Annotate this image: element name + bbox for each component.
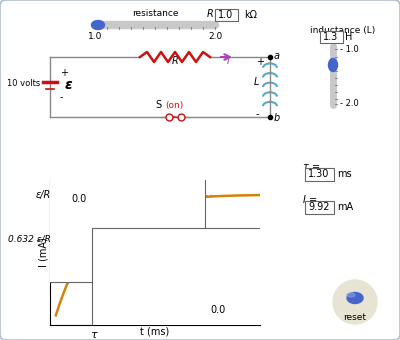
Text: mA: mA [337, 202, 353, 212]
Text: 2.0: 2.0 [208, 32, 222, 41]
Text: 1.0: 1.0 [218, 10, 234, 19]
Text: resistance: resistance [132, 10, 178, 18]
Text: reset: reset [344, 312, 366, 322]
Text: inductance (L): inductance (L) [310, 27, 376, 35]
Text: L: L [253, 77, 259, 87]
Text: +: + [60, 68, 68, 78]
Text: -: - [256, 109, 260, 119]
X-axis label: t (ms): t (ms) [140, 326, 170, 336]
FancyBboxPatch shape [304, 168, 334, 181]
FancyBboxPatch shape [320, 31, 342, 42]
Ellipse shape [328, 58, 338, 71]
Text: (on): (on) [165, 101, 183, 110]
Ellipse shape [347, 292, 363, 304]
Text: I: I [226, 56, 230, 66]
FancyBboxPatch shape [0, 116, 206, 282]
Text: 0.632 ε/R: 0.632 ε/R [8, 235, 50, 243]
Text: kΩ: kΩ [244, 10, 257, 19]
Text: +: + [256, 57, 264, 67]
Y-axis label: I (mA): I (mA) [39, 238, 49, 267]
Text: a: a [274, 51, 280, 61]
Text: 1.3: 1.3 [323, 32, 339, 41]
Text: τ =: τ = [303, 162, 320, 172]
Text: 10 volts: 10 volts [7, 80, 40, 88]
Text: - 1.0: - 1.0 [340, 45, 359, 53]
FancyBboxPatch shape [92, 228, 344, 340]
Text: S: S [156, 100, 165, 110]
Ellipse shape [347, 293, 355, 297]
Text: ms: ms [337, 169, 352, 179]
Text: 0.0: 0.0 [210, 305, 226, 315]
Text: 9.92: 9.92 [308, 202, 330, 212]
Text: -: - [60, 92, 64, 102]
Text: I =: I = [303, 195, 317, 205]
Circle shape [333, 280, 377, 324]
Text: R: R [172, 56, 178, 66]
Text: ε/R: ε/R [35, 189, 50, 200]
Text: R: R [207, 9, 213, 19]
Text: - 2.0: - 2.0 [340, 99, 359, 107]
FancyBboxPatch shape [304, 201, 334, 214]
Text: 1.0: 1.0 [88, 32, 102, 41]
Ellipse shape [92, 20, 104, 30]
FancyBboxPatch shape [214, 8, 238, 20]
Text: 1.30: 1.30 [308, 169, 330, 179]
Text: b: b [274, 113, 280, 123]
Text: H: H [345, 32, 352, 41]
Text: τ: τ [90, 330, 97, 340]
Text: ε: ε [65, 78, 73, 92]
Text: 0.0: 0.0 [72, 194, 87, 204]
